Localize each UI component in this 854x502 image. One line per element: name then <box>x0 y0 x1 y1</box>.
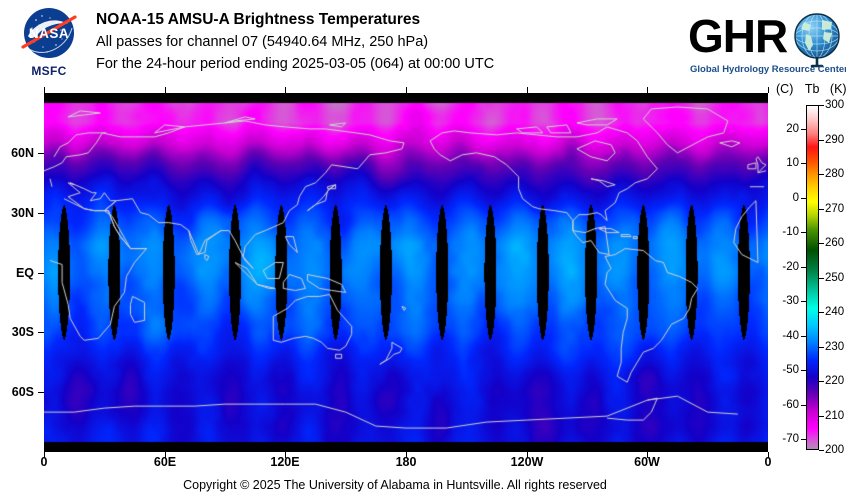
y-axis-tick <box>38 273 44 274</box>
nasa-logo: NASA MSFC <box>12 6 86 84</box>
colorbar-kelvin-label: 210 <box>825 409 845 422</box>
page-title: NOAA-15 AMSU-A Brightness Temperatures <box>96 11 421 28</box>
colorbar-variable: Tb <box>804 82 820 96</box>
x-axis-label: 60E <box>153 455 177 469</box>
colorbar-kelvin-label: 280 <box>825 168 845 180</box>
colorbar-kelvin-tick <box>819 139 824 141</box>
x-axis-tick <box>406 452 407 458</box>
colorbar-celsius-label: -60 <box>782 398 799 411</box>
colorbar-celsius-tick <box>801 335 806 337</box>
x-axis-label: 0 <box>40 455 48 469</box>
y-axis-label: 60S <box>11 385 34 399</box>
colorbar-kelvin-label: 240 <box>825 306 845 318</box>
colorbar-kelvin-tick <box>819 105 824 106</box>
x-axis-label: 120W <box>510 455 544 469</box>
colorbar-kelvin-label: 270 <box>825 202 845 215</box>
colorbar-celsius-tick <box>801 439 806 441</box>
colorbar-kelvin-label: 260 <box>825 237 845 249</box>
x-axis-label: 120E <box>270 455 300 469</box>
colorbar-kelvin-tick <box>819 312 824 313</box>
colorbar-celsius-label: -20 <box>782 260 799 273</box>
colorbar-kelvin-tick <box>819 381 824 382</box>
x-axis-label: 60W <box>634 455 660 469</box>
brightness-temperature-map[interactable] <box>44 93 768 452</box>
colorbar-celsius-label: 10 <box>786 157 799 170</box>
y-axis-tick <box>38 392 44 393</box>
nasa-meatball-icon: NASA <box>21 8 77 58</box>
x-axis-tick <box>44 452 45 458</box>
colorbar-celsius-label: -70 <box>782 433 799 446</box>
x-axis-tick <box>165 452 166 458</box>
colorbar-celsius-unit: (C) <box>776 82 794 96</box>
x-axis-tick <box>768 452 769 458</box>
colorbar-celsius-tick <box>801 370 806 372</box>
colorbar-kelvin-label: 200 <box>825 444 845 456</box>
nasa-center-label: MSFC <box>31 64 67 78</box>
y-axis-tick <box>38 332 44 333</box>
y-axis-label: 30N <box>11 206 34 220</box>
x-axis-tick <box>527 87 528 93</box>
colorbar-kelvin-tick <box>819 208 824 210</box>
subtitle-channel: All passes for channel 07 (54940.64 MHz,… <box>96 34 429 50</box>
colorbar-celsius-label: 0 <box>792 191 799 204</box>
ghrc-logo-icon: GHR Global Hydrology Resource Center <box>688 10 848 75</box>
colorbar-celsius-tick <box>801 197 806 199</box>
x-axis-tick <box>285 87 286 93</box>
title-block: NOAA-15 AMSU-A Brightness Temperatures A… <box>96 9 494 75</box>
x-axis-tick <box>165 87 166 93</box>
svg-text:GHR: GHR <box>688 10 788 62</box>
colorbar-kelvin-tick <box>819 415 824 417</box>
colorbar-legend: (C) Tb (K) 300 290 280 270 260 250 240 230 220 21… <box>776 82 854 460</box>
colorbar-kelvin-label: 300 <box>825 99 845 111</box>
colorbar-kelvin-tick <box>819 277 824 279</box>
colorbar-celsius-tick <box>801 404 806 406</box>
copyright-notice: Copyright © 2025 The University of Alaba… <box>183 478 607 492</box>
subtitle-period: For the 24-hour period ending 2025-03-05… <box>96 56 495 72</box>
colorbar-gradient[interactable] <box>806 105 819 450</box>
colorbar-kelvin-tick <box>819 346 824 348</box>
y-axis-label: 60N <box>11 146 34 160</box>
colorbar-kelvin-tick <box>819 174 824 175</box>
map-plot-area[interactable] <box>44 93 768 452</box>
colorbar-kelvin-tick <box>819 450 824 451</box>
y-axis-tick <box>38 153 44 154</box>
colorbar-kelvin-label: 220 <box>825 375 845 387</box>
colorbar-celsius-tick <box>801 301 806 303</box>
ghrc-tagline: Global Hydrology Resource Center <box>690 64 846 75</box>
colorbar-kelvin-label: 230 <box>825 340 845 353</box>
svg-text:NASA: NASA <box>29 26 69 41</box>
colorbar-celsius-label: -30 <box>782 295 799 308</box>
x-axis-tick <box>44 87 45 93</box>
colorbar-celsius-tick <box>801 163 806 165</box>
y-axis-label: EQ <box>15 266 34 280</box>
colorbar-kelvin-label: 290 <box>825 133 845 146</box>
x-axis-tick <box>647 452 648 458</box>
colorbar-celsius-tick <box>801 266 806 268</box>
x-axis-label: 0 <box>764 455 772 469</box>
x-axis-tick <box>285 452 286 458</box>
x-axis-tick <box>647 87 648 93</box>
colorbar-celsius-tick <box>801 232 806 234</box>
colorbar-celsius-label: -40 <box>782 329 799 342</box>
y-axis-tick <box>38 213 44 214</box>
colorbar-kelvin-label: 250 <box>825 271 845 284</box>
x-axis-tick <box>768 87 769 93</box>
colorbar-celsius-label: -10 <box>782 226 799 239</box>
colorbar-heading: (C) Tb (K) <box>776 82 854 96</box>
colorbar-celsius-tick <box>801 128 806 130</box>
colorbar-celsius-label: 20 <box>786 122 799 135</box>
x-axis-tick <box>406 87 407 93</box>
y-axis-label: 30S <box>11 325 34 339</box>
x-axis-tick <box>527 452 528 458</box>
x-axis-label: 180 <box>395 455 417 469</box>
colorbar-celsius-label: -50 <box>782 364 799 377</box>
colorbar-kelvin-unit: (K) <box>829 82 847 96</box>
ghrc-logo: GHR Global Hydrology Resource Center <box>686 8 848 80</box>
header-band: NASA MSFC NOAA-15 AMSU-A Brightness Temp… <box>0 0 854 88</box>
colorbar-kelvin-tick <box>819 243 824 244</box>
